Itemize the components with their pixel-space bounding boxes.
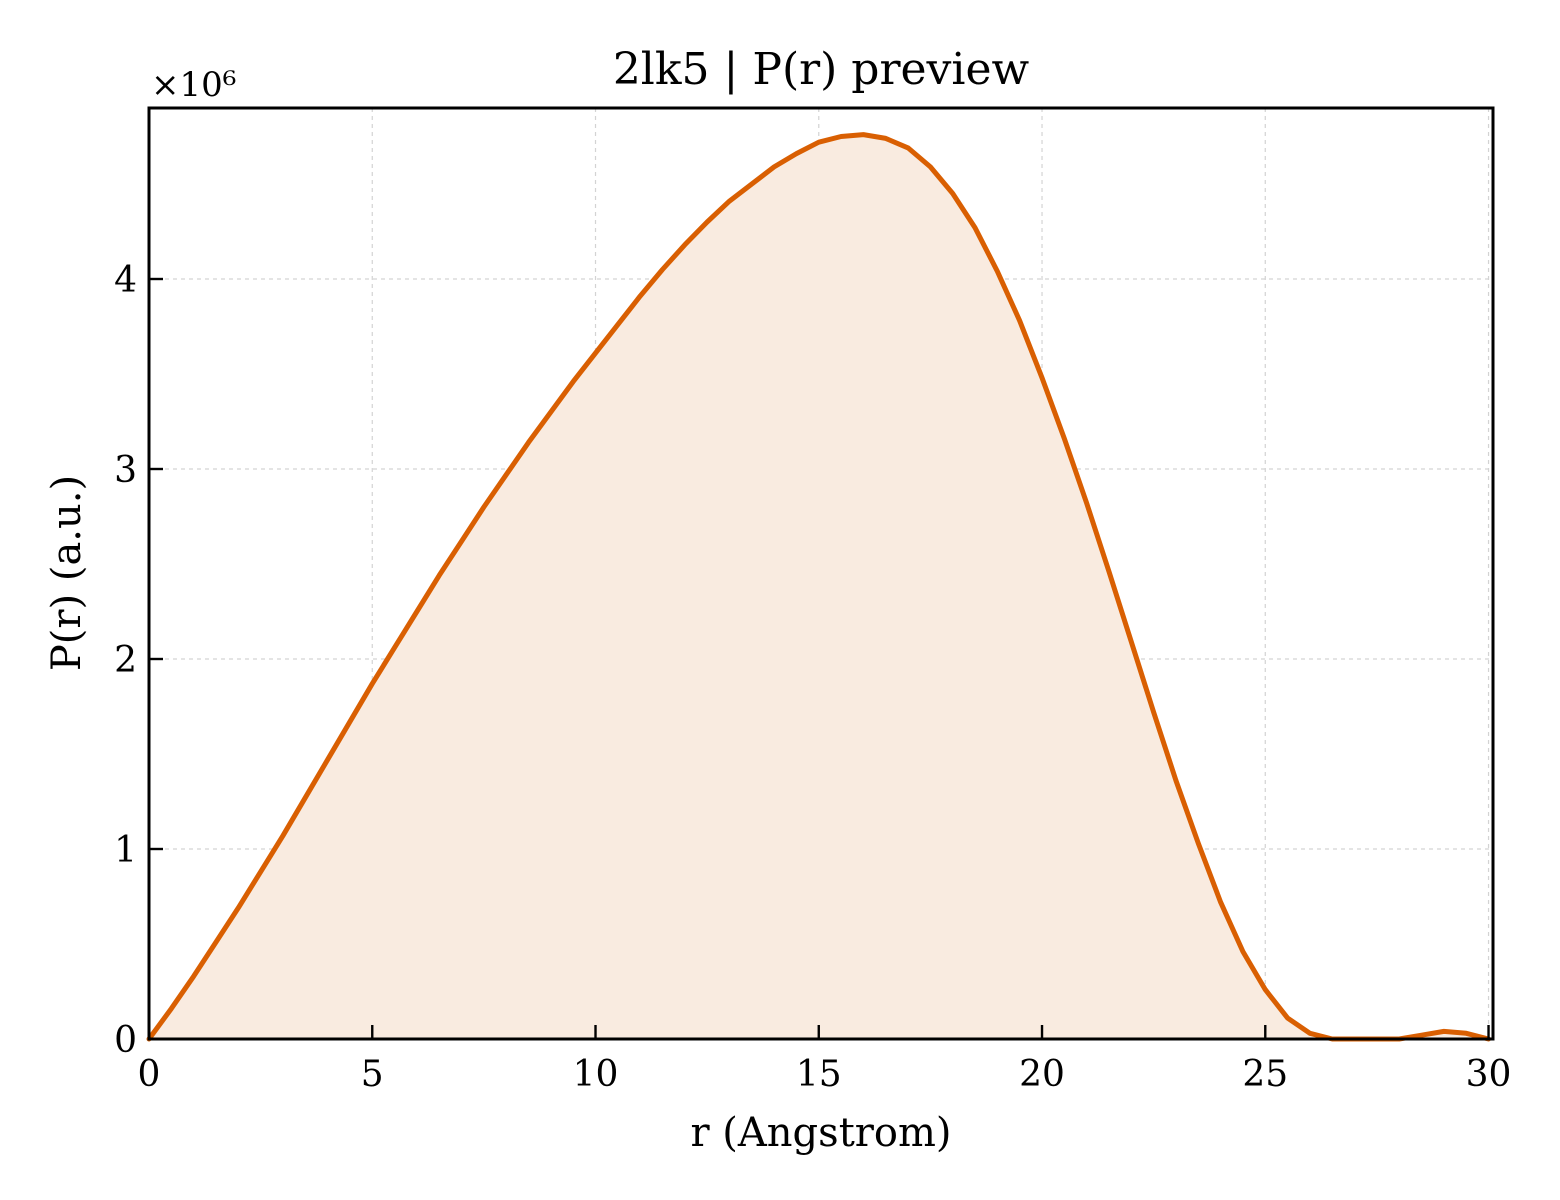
y-tick-label: 4: [114, 260, 137, 301]
y-tick-label: 2: [114, 640, 137, 681]
x-tick-label: 25: [1242, 1054, 1288, 1095]
y-multiplier-label: ×10⁶: [151, 65, 236, 105]
axis-tick-labels: 0 5 10 15 20 25 30 0 1 2 3 4: [114, 260, 1511, 1095]
plot-frame: [147, 106, 1495, 1041]
pr-curve-line: [146, 132, 1492, 1042]
x-tick-label: 30: [1466, 1054, 1512, 1095]
x-tick-label: 15: [796, 1054, 842, 1095]
x-tick-label: 0: [138, 1054, 161, 1095]
x-axis-label: r (Angstrom): [690, 1110, 951, 1156]
y-tick-label: 3: [114, 450, 137, 491]
pr-area-fill: [149, 134, 1489, 1040]
y-axis-label: P(r) (a.u.): [44, 475, 90, 671]
x-tick-label: 20: [1019, 1054, 1065, 1095]
x-tick-label: 10: [573, 1054, 619, 1095]
axis-ticks: [147, 277, 1490, 1041]
y-tick-label: 0: [114, 1020, 137, 1061]
x-tick-label: 5: [361, 1054, 384, 1095]
y-tick-label: 1: [114, 830, 137, 871]
chart-title: 2lk5 | P(r) preview: [613, 44, 1030, 95]
